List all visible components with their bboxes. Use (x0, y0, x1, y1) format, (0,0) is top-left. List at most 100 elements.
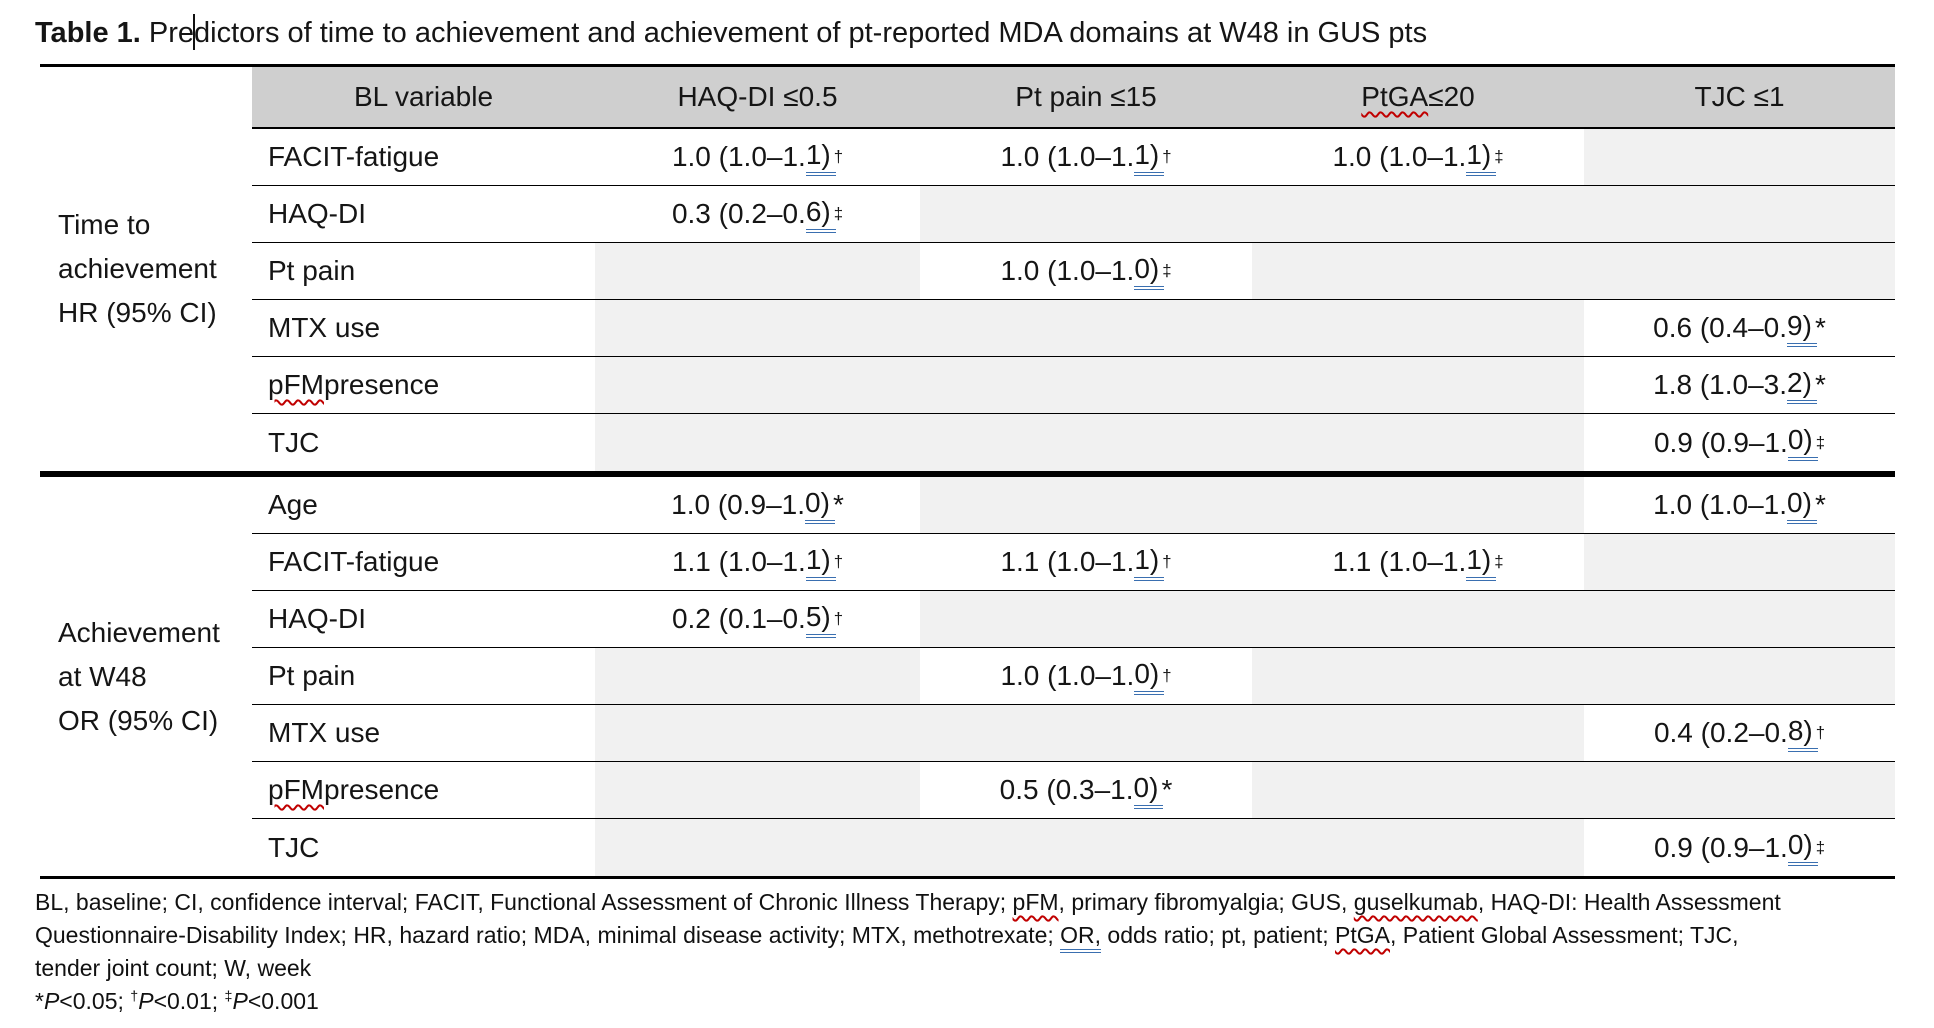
significance-symbol: † (130, 988, 139, 1005)
value-text: 0.2 (0.1–0. (671, 603, 806, 634)
empty-cell (920, 705, 1252, 762)
misspelled-word: PtGA (1361, 81, 1429, 112)
table-title: Table 1. Predictors of time to achieveme… (35, 10, 1427, 56)
footnote-line: BL, baseline; CI, confidence interval; F… (35, 889, 1781, 915)
section-label-line: at W48 (58, 660, 147, 692)
empty-cell (595, 243, 920, 300)
empty-cell (1584, 591, 1895, 648)
value-text: 0.3 (0.2–0. (671, 198, 806, 229)
value-text: 1.0 (1.0–1. (1000, 141, 1135, 172)
grammar-marked-text: 8) (1787, 715, 1818, 752)
value-cell: 0.3 (0.2–0. 6) ‡ (595, 186, 920, 243)
value-cell: 1.0 (1.0–1. 1) † (920, 129, 1252, 186)
significance-symbol: * (1814, 489, 1826, 520)
value-text: 1.0 (1.0–1. (1653, 489, 1788, 520)
empty-cell (1584, 648, 1895, 705)
empty-cell (920, 186, 1252, 243)
empty-cell (595, 762, 920, 819)
grammar-marked-text: 0) (1134, 253, 1165, 290)
empty-cell (595, 648, 920, 705)
value-text: 1.0 (1.0–1. (1000, 660, 1135, 691)
empty-cell (920, 591, 1252, 648)
row-label: HAQ-DI (252, 591, 595, 648)
row-label: pFM presence (252, 762, 595, 819)
grammar-marked-text: 0) (805, 487, 835, 524)
value-cell: 1.1 (1.0–1. 1) † (920, 534, 1252, 591)
value-text: 1.1 (1.0–1. (1332, 546, 1467, 577)
column-header: HAQ-DI ≤0.5 (595, 67, 920, 129)
empty-cell (595, 300, 920, 357)
value-cell: 0.6 (0.4–0. 9) * (1584, 300, 1895, 357)
empty-cell (1252, 243, 1584, 300)
significance-symbol: * (1814, 369, 1826, 400)
row-label: TJC (252, 819, 595, 876)
value-cell: 1.8 (1.0–3. 2) * (1584, 357, 1895, 414)
section-label-line: OR (95% CI) (58, 704, 219, 736)
value-cell: 1.0 (1.0–1. 0) † (920, 648, 1252, 705)
empty-cell (920, 477, 1252, 534)
column-header: Pt pain ≤15 (920, 67, 1252, 129)
row-label: Pt pain (252, 243, 595, 300)
predictors-table: BL variable HAQ-DI ≤0.5 Pt pain ≤15 PtGA ≤2… (40, 64, 1895, 879)
misspelled-word: guselkumab (1353, 889, 1478, 915)
empty-cell (1252, 414, 1584, 471)
column-header: PtGA ≤20 (1252, 67, 1584, 129)
empty-cell (1252, 477, 1584, 534)
value-cell: 0.5 (0.3–1. 0) * (920, 762, 1252, 819)
grammar-marked-text: 2) (1787, 367, 1817, 404)
significance-symbol: ‡ (224, 988, 233, 1005)
empty-cell (920, 300, 1252, 357)
value-cell: 1.0 (1.0–1. 0) ‡ (920, 243, 1252, 300)
empty-cell (1584, 186, 1895, 243)
empty-cell (595, 819, 920, 876)
misspelled-word: PtGA (1335, 922, 1390, 948)
grammar-marked-text: OR, (1060, 922, 1102, 953)
misspelled-word: pFM (1012, 889, 1059, 915)
value-text: 0.9 (0.9–1. (1653, 831, 1788, 863)
value-text: 0.9 (0.9–1. (1653, 426, 1788, 458)
value-cell: 1.0 (1.0–1. 1) † (595, 129, 920, 186)
grammar-marked-text: 1) (1134, 544, 1165, 581)
empty-cell (1252, 357, 1584, 414)
empty-cell (1584, 762, 1895, 819)
empty-cell (595, 357, 920, 414)
empty-cell (595, 705, 920, 762)
misspelled-word: pFM (268, 369, 324, 400)
footnote-line: Questionnaire-Disability Index; HR, haza… (35, 919, 1907, 953)
value-text: 0.4 (0.2–0. (1653, 717, 1788, 748)
section-divider (40, 471, 1895, 477)
value-text: 1.0 (1.0–1. (1332, 141, 1467, 172)
empty-cell (1252, 762, 1584, 819)
grammar-marked-text: 5) (805, 601, 836, 638)
footnote-text: P (43, 988, 60, 1014)
empty-cell (920, 819, 1252, 876)
empty-cell (1252, 705, 1584, 762)
value-text: 1.1 (1.0–1. (671, 546, 806, 577)
row-label: Age (252, 477, 595, 534)
title-text: Pre (140, 17, 195, 49)
footnote-line: tender joint count; W, week (35, 955, 312, 981)
row-label: HAQ-DI (252, 186, 595, 243)
empty-cell (595, 414, 920, 471)
value-cell: 1.1 (1.0–1. 1) ‡ (1252, 534, 1584, 591)
value-cell: 1.1 (1.0–1. 1) † (595, 534, 920, 591)
title-text: dictors of time to achievement and achie… (194, 17, 1428, 49)
grammar-marked-text: 6) (805, 196, 836, 233)
footnotes: BL, baseline; CI, confidence interval; F… (35, 886, 1907, 1018)
grammar-marked-text: 9) (1787, 310, 1817, 347)
value-cell: 0.4 (0.2–0. 8) † (1584, 705, 1895, 762)
section-label-line: HR (95% CI) (58, 297, 217, 328)
empty-cell (1584, 129, 1895, 186)
empty-cell (1252, 819, 1584, 876)
value-text: 0.5 (0.3–1. (999, 774, 1134, 805)
row-label: MTX use (252, 705, 595, 762)
value-cell: 0.9 (0.9–1. 0) ‡ (1584, 819, 1895, 876)
empty-cell (920, 414, 1252, 471)
value-text: 1.0 (1.0–1. (1000, 255, 1135, 286)
empty-cell (1584, 534, 1895, 591)
significance-symbol: * (1814, 312, 1826, 343)
value-cell: 0.2 (0.1–0. 5) † (595, 591, 920, 648)
misspelled-word: pFM (268, 774, 324, 805)
section-label: Achievement at W48 OR (95% CI) (40, 477, 252, 876)
